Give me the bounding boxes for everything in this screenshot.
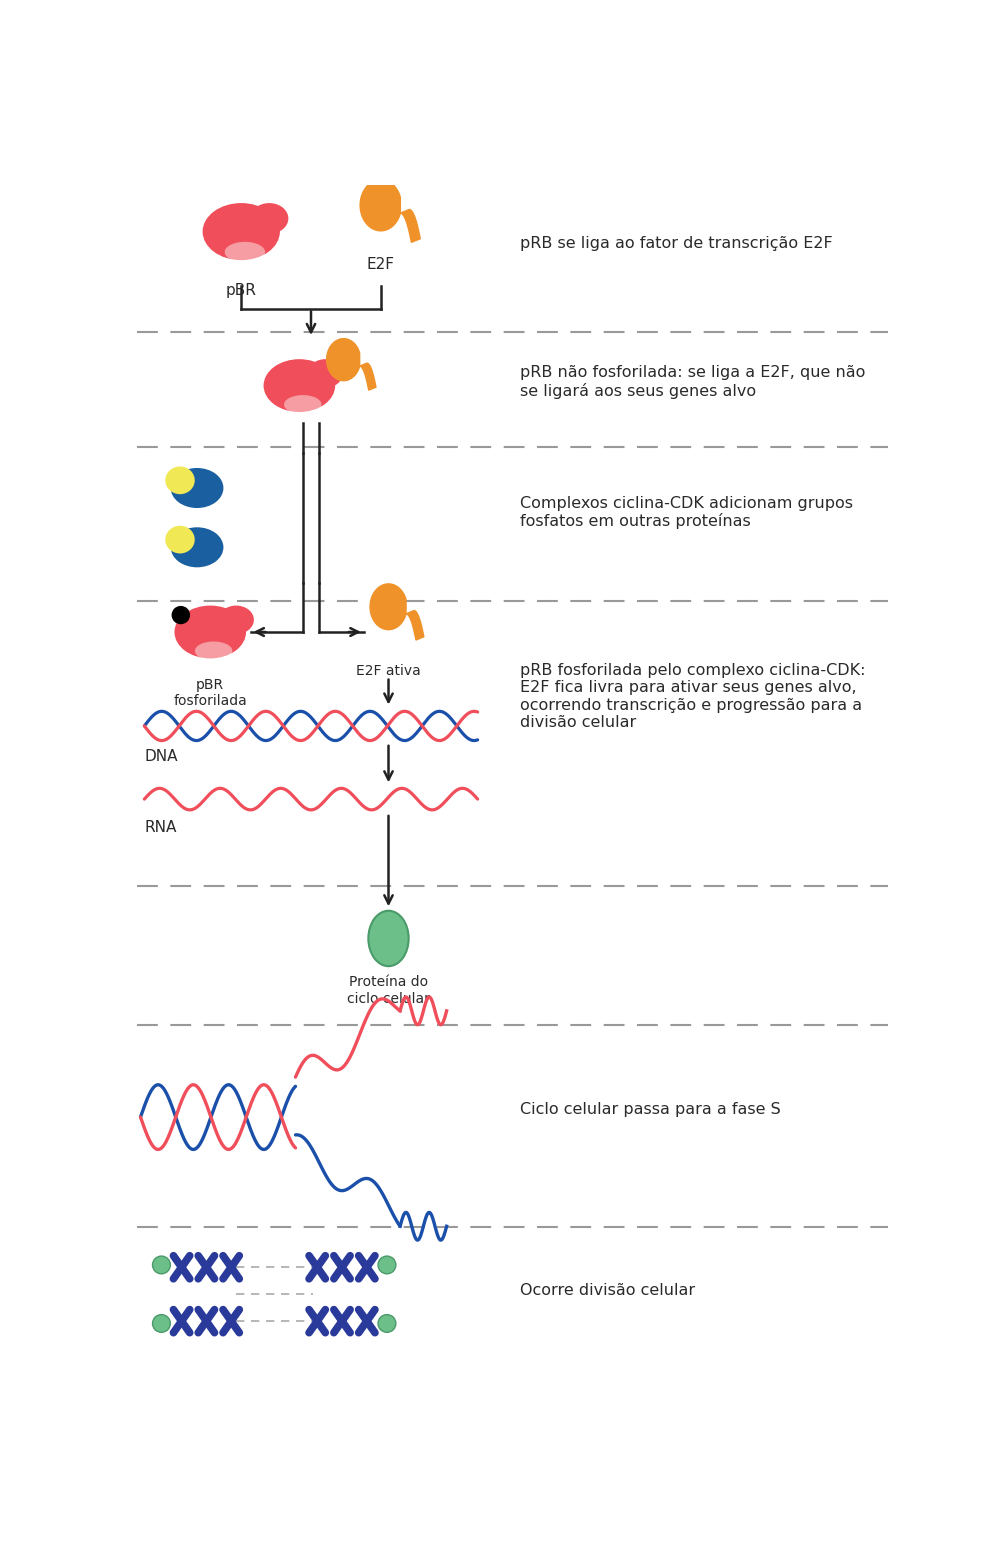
Ellipse shape: [225, 243, 265, 263]
Ellipse shape: [284, 396, 322, 414]
Circle shape: [378, 1256, 396, 1273]
Text: pRB não fosforilada: se liga a E2F, que não
se ligará aos seus genes alvo: pRB não fosforilada: se liga a E2F, que …: [520, 365, 866, 399]
Ellipse shape: [264, 358, 335, 413]
Ellipse shape: [368, 910, 409, 966]
Ellipse shape: [250, 202, 288, 233]
Polygon shape: [400, 210, 420, 243]
Text: pBR
fosforilada: pBR fosforilada: [173, 678, 247, 709]
Polygon shape: [360, 179, 400, 230]
Text: pRB fosforilada pelo complexo ciclina-CDK:
E2F fica livra para ativar seus genes: pRB fosforilada pelo complexo ciclina-CD…: [520, 663, 866, 729]
Ellipse shape: [165, 467, 195, 494]
Text: pRB se liga ao fator de transcrição E2F: pRB se liga ao fator de transcrição E2F: [520, 236, 833, 250]
Ellipse shape: [195, 641, 232, 660]
Polygon shape: [370, 584, 406, 630]
Text: DNA: DNA: [144, 749, 178, 765]
Text: Ocorre divisão celular: Ocorre divisão celular: [520, 1282, 695, 1298]
Ellipse shape: [171, 527, 223, 567]
Text: E2F ativa: E2F ativa: [356, 664, 421, 678]
Ellipse shape: [203, 202, 280, 260]
Text: Proteína do
ciclo celular: Proteína do ciclo celular: [347, 975, 430, 1006]
Text: E2F: E2F: [367, 256, 395, 272]
Circle shape: [378, 1315, 396, 1332]
Ellipse shape: [308, 358, 343, 388]
Polygon shape: [360, 363, 376, 391]
Text: Ciclo celular passa para a fase S: Ciclo celular passa para a fase S: [520, 1102, 781, 1117]
Ellipse shape: [174, 606, 246, 658]
Text: Complexos ciclina-CDK adicionam grupos
fosfatos em outras proteínas: Complexos ciclina-CDK adicionam grupos f…: [520, 496, 853, 530]
Ellipse shape: [218, 606, 254, 633]
Ellipse shape: [165, 525, 195, 553]
Ellipse shape: [171, 468, 223, 508]
Polygon shape: [406, 610, 424, 640]
Circle shape: [153, 1315, 170, 1332]
Circle shape: [153, 1256, 170, 1273]
Circle shape: [172, 607, 189, 624]
Polygon shape: [327, 338, 360, 380]
Text: pBR: pBR: [226, 283, 257, 298]
Text: RNA: RNA: [144, 820, 177, 834]
